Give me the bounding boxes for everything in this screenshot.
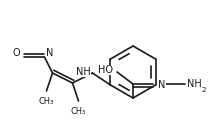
Text: CH₃: CH₃: [39, 97, 54, 106]
Text: 2: 2: [201, 87, 206, 93]
Text: NH: NH: [76, 67, 91, 77]
Text: O: O: [13, 48, 21, 58]
Text: N: N: [46, 48, 54, 58]
Text: N: N: [158, 80, 165, 90]
Text: CH₃: CH₃: [71, 107, 86, 116]
Text: HO: HO: [98, 65, 113, 75]
Text: NH: NH: [187, 79, 202, 89]
